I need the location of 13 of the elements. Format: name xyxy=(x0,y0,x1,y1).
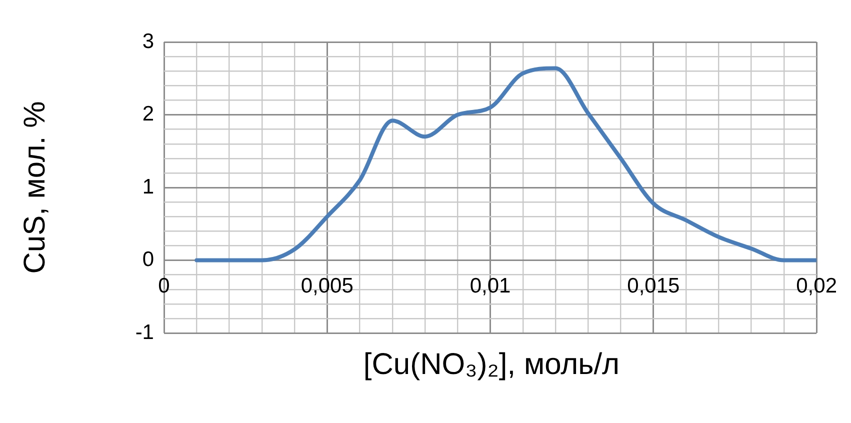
x-tick-label: 0,02 xyxy=(796,274,837,298)
line-series xyxy=(194,66,817,262)
y-tick-label: 1 xyxy=(142,175,154,198)
y-tick-label: 3 xyxy=(142,30,154,53)
y-axis-title: CuS, мол. % xyxy=(18,101,52,274)
y-tick-label: 0 xyxy=(142,248,154,272)
x-tick-label: 0,005 xyxy=(300,274,354,298)
y-tick-label: -1 xyxy=(135,320,154,344)
y-tick-label: 2 xyxy=(142,102,154,126)
x-tick-label: 0,015 xyxy=(627,274,680,298)
x-axis-title: [Cu(NO₃)₂], моль/л xyxy=(362,348,621,382)
x-tick-label: 0 xyxy=(158,274,170,298)
x-tick-label: 0,01 xyxy=(470,274,511,298)
